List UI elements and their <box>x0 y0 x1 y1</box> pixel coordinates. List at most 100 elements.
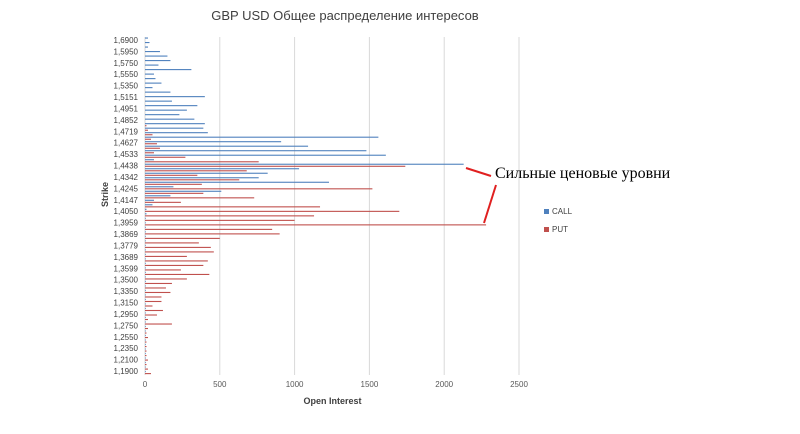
legend-call-label: CALL <box>552 207 573 216</box>
call-bar <box>145 51 160 53</box>
call-bar <box>145 159 154 161</box>
arrow-lower <box>483 184 497 224</box>
put-bar <box>145 260 208 262</box>
x-axis-label: Open Interest <box>303 396 362 406</box>
put-bar <box>145 206 321 208</box>
put-bar <box>145 143 157 145</box>
y-tick-label: 1,3150 <box>114 299 139 308</box>
call-bar <box>145 127 204 129</box>
y-tick-label: 1,5550 <box>114 70 139 79</box>
call-bar <box>145 136 379 138</box>
y-tick-label: 1,5750 <box>114 59 139 68</box>
put-bar <box>145 327 148 330</box>
put-swatch <box>544 227 549 233</box>
call-bar <box>145 204 153 206</box>
put-bar <box>145 346 147 348</box>
legend-put-label: PUT <box>552 225 568 234</box>
y-tick-label: 1,3869 <box>114 230 139 239</box>
put-bar <box>145 309 163 312</box>
call-bar <box>145 222 146 224</box>
call-bar <box>145 55 168 57</box>
call-bar <box>145 87 153 89</box>
x-tick-label: 2000 <box>435 380 453 389</box>
call-bar <box>145 276 146 278</box>
call-bar <box>145 289 146 291</box>
put-bar <box>145 152 154 154</box>
y-tick-label: 1,3779 <box>114 241 139 250</box>
call-bar <box>145 361 146 364</box>
call-bar <box>145 258 146 260</box>
y-tick-label: 1,4533 <box>114 150 139 159</box>
y-tick-label: 1,4147 <box>114 196 139 205</box>
put-bar <box>145 237 220 239</box>
put-bar <box>145 332 147 334</box>
put-bar <box>145 350 147 352</box>
call-bar <box>145 118 195 120</box>
y-tick-label: 1,3350 <box>114 287 139 296</box>
call-bar <box>145 96 205 98</box>
annotation-text: Сильные ценовые уровни <box>495 165 671 182</box>
call-bar <box>145 190 222 192</box>
call-bar <box>145 60 171 62</box>
put-bar <box>145 368 148 370</box>
call-bar <box>145 298 146 300</box>
call-bar <box>145 226 146 228</box>
call-bar <box>145 244 146 246</box>
y-tick-labels: 1,6900 1,5950 1,5750 1,5550 1,5350 1,5151 1,49… <box>114 36 139 376</box>
call-bar <box>145 348 146 350</box>
call-bar <box>145 330 146 332</box>
call-bar <box>145 46 148 48</box>
put-bar <box>145 165 406 167</box>
put-bar <box>145 300 162 303</box>
put-bar <box>145 192 204 194</box>
put-series <box>145 125 487 375</box>
call-bar <box>145 280 146 282</box>
y-tick-label: 1,3500 <box>114 276 139 285</box>
put-bar <box>145 134 153 136</box>
y-tick-label: 1,3689 <box>114 253 139 262</box>
put-bar <box>145 273 210 275</box>
call-bar <box>145 69 192 71</box>
call-bar <box>145 294 146 296</box>
put-bar <box>145 278 187 280</box>
chart-title: GBP USD Общее распределение интересов <box>211 8 479 23</box>
y-tick-label: 1,2550 <box>114 333 139 342</box>
put-bar <box>145 318 148 321</box>
call-bar <box>145 334 146 337</box>
put-bar <box>145 242 199 244</box>
y-tick-label: 1,2100 <box>114 356 139 365</box>
x-tick-label: 2500 <box>510 380 528 389</box>
put-bar <box>145 228 273 230</box>
put-bar <box>145 174 198 176</box>
y-tick-label: 1,2950 <box>114 310 139 319</box>
call-bar <box>145 325 146 328</box>
x-tick-labels: 0 500 1000 1500 2000 2500 <box>143 380 529 389</box>
y-tick-label: 1,2750 <box>114 321 139 330</box>
y-tick-label: 1,4951 <box>114 104 139 113</box>
put-bar <box>145 183 202 185</box>
put-bar <box>145 323 172 325</box>
call-bar <box>145 370 146 373</box>
x-tick-label: 1500 <box>361 380 379 389</box>
put-bar <box>145 201 181 203</box>
call-bar <box>145 231 146 233</box>
put-bar <box>145 224 487 226</box>
y-tick-label: 1,4852 <box>114 116 139 125</box>
put-bar <box>145 170 247 172</box>
put-bar <box>145 246 211 248</box>
put-bar <box>145 156 186 158</box>
call-bar <box>145 141 282 143</box>
y-tick-label: 1,2350 <box>114 344 139 353</box>
put-bar <box>145 251 214 253</box>
call-bar <box>145 235 146 237</box>
put-bar <box>145 138 151 140</box>
call-bar <box>145 357 146 359</box>
y-tick-label: 1,4342 <box>114 173 139 182</box>
call-bar <box>145 100 172 102</box>
y-tick-label: 1,4245 <box>114 184 139 193</box>
call-bar <box>145 186 174 188</box>
call-bar <box>145 316 146 319</box>
put-bar <box>145 359 148 361</box>
call-bar <box>145 271 146 273</box>
